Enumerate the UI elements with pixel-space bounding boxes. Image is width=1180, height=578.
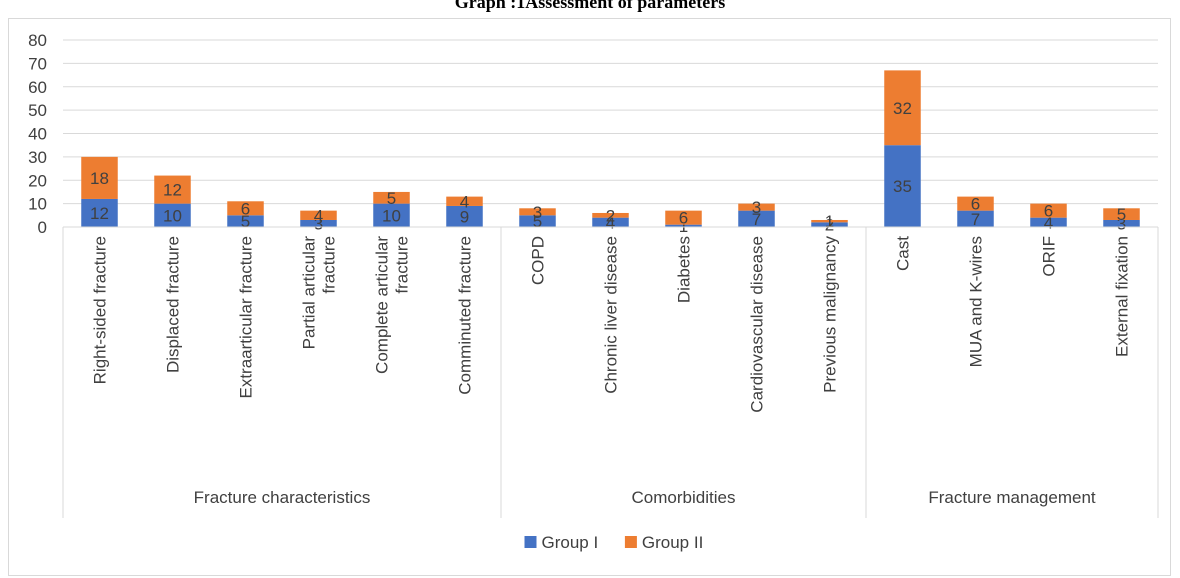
bar-group-1 xyxy=(665,224,702,227)
group-label: Fracture characteristics xyxy=(194,488,371,507)
bar-group-1 xyxy=(1103,219,1140,227)
bar-group-2 xyxy=(1103,208,1140,220)
bar-group-1 xyxy=(373,203,410,227)
data-label-group-1: 4 xyxy=(1044,213,1053,232)
data-label-group-1: 9 xyxy=(460,207,469,226)
x-tick-label: Cardiovascular disease xyxy=(748,236,767,413)
data-label-group-1: 5 xyxy=(533,212,542,231)
bar-group-1 xyxy=(81,198,118,227)
x-tick-label: Displaced fracture xyxy=(164,236,183,373)
data-label-group-2: 6 xyxy=(971,195,980,214)
y-tick-label: 70 xyxy=(28,54,47,73)
legend-label-group-1: Group I xyxy=(542,533,599,552)
bar-group-1 xyxy=(1030,217,1067,227)
legend-label-group-2: Group II xyxy=(642,533,703,552)
data-label-group-2: 18 xyxy=(90,169,109,188)
y-tick-label: 0 xyxy=(38,218,47,237)
data-label-group-1: 10 xyxy=(382,206,401,225)
x-tick-label: Cast xyxy=(894,236,913,271)
bar-group-1 xyxy=(738,210,775,227)
data-label-group-1: 7 xyxy=(971,210,980,229)
bar-group-2 xyxy=(519,208,556,216)
bar-group-2 xyxy=(154,175,191,204)
bar-group-1 xyxy=(446,205,483,227)
data-label-group-1: 35 xyxy=(893,177,912,196)
x-tick-label: COPD xyxy=(529,236,548,285)
data-label-group-2: 4 xyxy=(460,192,469,211)
chart-area-border xyxy=(8,18,1171,576)
x-tick-label: Previous malignancy xyxy=(821,236,840,393)
group-label: Comorbidities xyxy=(632,488,736,507)
bar-group-1 xyxy=(227,215,264,227)
data-label-group-2: 12 xyxy=(163,181,182,200)
x-tick-label: fracture xyxy=(393,236,412,294)
data-label-group-1: 3 xyxy=(1117,214,1126,233)
data-label-group-1: 12 xyxy=(90,204,109,223)
x-tick-label: External fixation xyxy=(1113,236,1132,357)
y-tick-label: 10 xyxy=(28,195,47,214)
x-tick-label: Diabetes xyxy=(675,236,694,303)
bar-group-2 xyxy=(373,191,410,204)
data-label-group-2: 6 xyxy=(1044,202,1053,221)
bar-group-2 xyxy=(592,212,629,218)
data-label-group-2: 5 xyxy=(1117,205,1126,224)
data-label-group-1: 3 xyxy=(314,214,323,233)
data-label-group-2: 6 xyxy=(241,199,250,218)
x-tick-label: MUA and K-wires xyxy=(967,236,986,367)
bar-group-1 xyxy=(154,203,191,227)
bar-group-2 xyxy=(665,210,702,225)
bar-group-1 xyxy=(592,217,629,227)
data-label-group-2: 1 xyxy=(825,212,834,231)
bar-group-2 xyxy=(884,70,921,146)
bar-group-1 xyxy=(519,215,556,227)
data-label-group-2: 2 xyxy=(606,206,615,225)
data-label-group-2: 32 xyxy=(893,99,912,118)
legend-swatch-group-2 xyxy=(624,536,637,548)
bar-group-2 xyxy=(1030,203,1067,218)
data-label-group-2: 5 xyxy=(387,189,396,208)
data-label-group-1: 10 xyxy=(163,206,182,225)
data-label-group-1: 4 xyxy=(606,213,615,232)
x-tick-label: Chronic liver disease xyxy=(602,236,621,394)
bar-group-1 xyxy=(811,222,848,227)
data-label-group-2: 3 xyxy=(533,203,542,222)
y-tick-label: 20 xyxy=(28,171,47,190)
bar-group-2 xyxy=(811,219,848,223)
y-tick-label: 50 xyxy=(28,101,47,120)
bar-group-2 xyxy=(81,156,118,199)
x-tick-label: Right-sided fracture xyxy=(91,236,110,384)
y-tick-label: 30 xyxy=(28,148,47,167)
bar-group-2 xyxy=(227,201,264,216)
bar-group-2 xyxy=(446,196,483,206)
x-tick-label: Extraarticular fracture xyxy=(237,236,256,399)
bar-group-2 xyxy=(957,196,994,211)
bar-group-1 xyxy=(957,210,994,227)
data-label-group-2: 3 xyxy=(752,198,761,217)
y-tick-label: 60 xyxy=(28,78,47,97)
legend-swatch-group-1 xyxy=(524,536,537,548)
bar-group-1 xyxy=(884,145,921,227)
data-label-group-1: 5 xyxy=(241,212,250,231)
bar-group-2 xyxy=(738,203,775,211)
x-tick-label: ORIF xyxy=(1040,236,1059,277)
chart-title: Graph :1Assessment of parameters xyxy=(454,0,726,12)
x-tick-label: Comminuted fracture xyxy=(456,236,475,395)
y-tick-label: 40 xyxy=(28,125,47,144)
bar-group-1 xyxy=(300,219,337,227)
data-label-group-2: 6 xyxy=(679,209,688,228)
x-tick-label: Partial articular xyxy=(300,236,319,350)
data-label-group-2: 4 xyxy=(314,206,323,225)
group-label: Fracture management xyxy=(928,488,1096,507)
data-label-group-1: 1 xyxy=(679,217,688,236)
x-tick-label: Complete articular xyxy=(373,236,392,374)
data-label-group-1: 2 xyxy=(825,216,834,235)
x-tick-label: fracture xyxy=(320,236,339,294)
bar-group-2 xyxy=(300,210,337,220)
data-label-group-1: 7 xyxy=(752,210,761,229)
y-tick-label: 80 xyxy=(28,31,47,50)
